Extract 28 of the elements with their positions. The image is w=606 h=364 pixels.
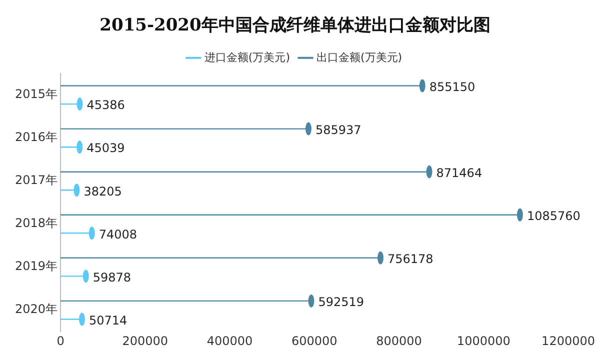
data-label: 45039 [86,141,125,156]
legend-label: 进口金额(万美元) [204,50,290,64]
y-tick-label: 2017年 [14,173,58,188]
y-tick-label: 2015年 [14,87,58,102]
y-tick-label: 2016年 [14,130,58,144]
data-label: 1085760 [526,208,580,223]
y-tick-label: 2019年 [14,259,58,274]
data-label: 59878 [92,270,132,284]
legend-label: 出口金额(万美元) [316,50,402,64]
data-label: 74008 [98,227,138,242]
x-tick-label: 600000 [292,334,338,348]
data-label: 855150 [429,80,476,94]
x-tick-label: 0 [56,334,64,348]
x-tick-label: 800000 [376,334,422,348]
x-tick-label: 1000000 [456,334,510,348]
data-label: 38205 [84,184,122,198]
x-tick-label: 200000 [122,334,168,348]
data-label: 50714 [88,313,128,328]
y-tick-label: 2018年 [14,216,58,230]
data-label: 592519 [318,295,364,310]
data-label: 871464 [436,166,482,180]
x-tick-label: 1200000 [542,334,596,348]
y-tick-label: 2020年 [14,302,58,316]
data-label: 45386 [86,98,125,112]
data-label: 585937 [315,122,362,137]
chart-title: 2015-2020年中国合成纤维单体进出口金额对比图 [100,16,490,36]
data-label: 756178 [387,252,434,266]
x-tick-label: 400000 [206,334,253,348]
